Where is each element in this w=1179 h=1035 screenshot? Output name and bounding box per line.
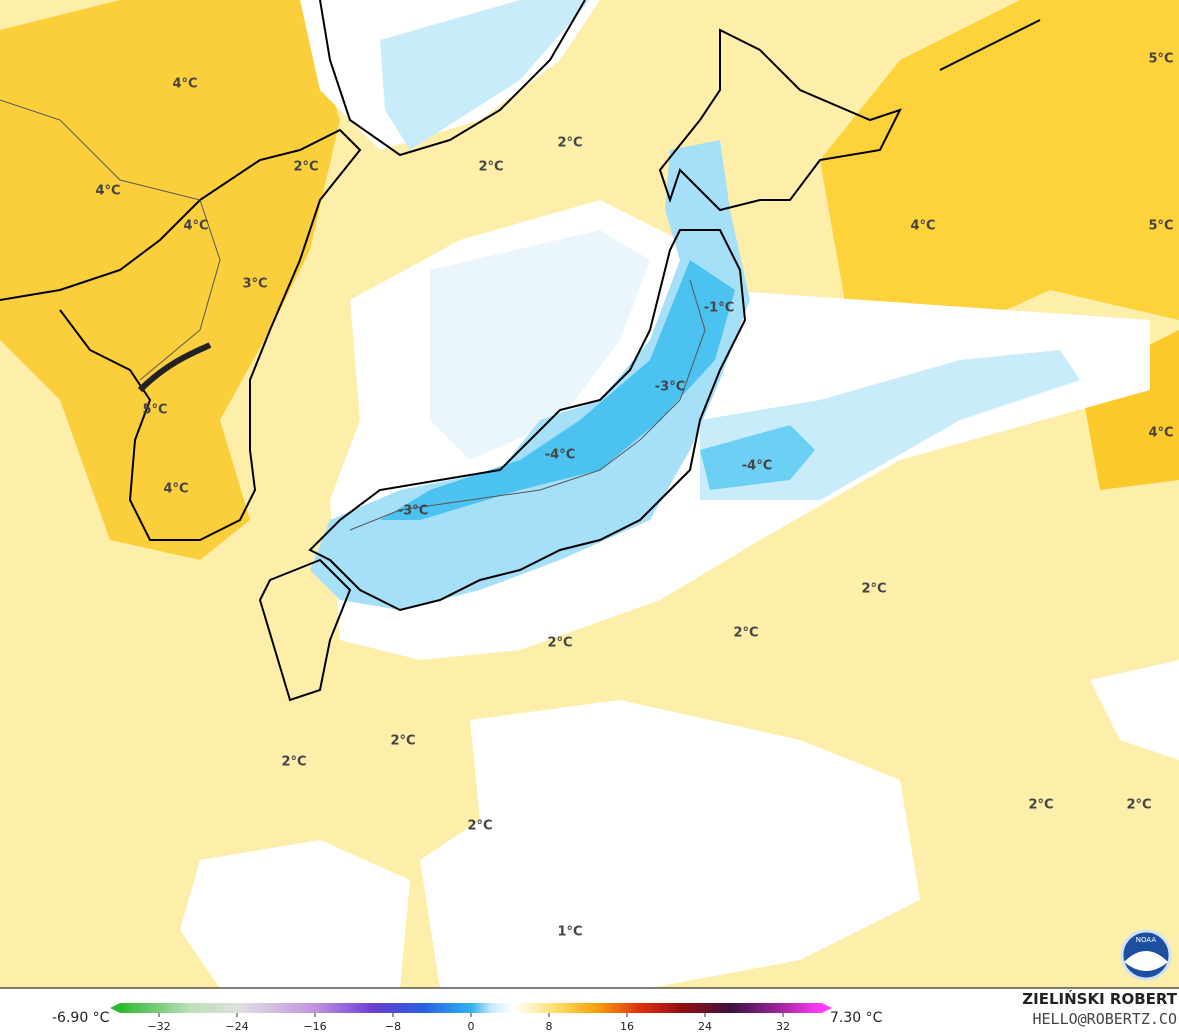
colorbar-tick-label: 24: [698, 1020, 712, 1033]
contour-label: 5°C: [1148, 52, 1173, 67]
warm-region: [820, 0, 1179, 340]
logo-text: NOAA: [1136, 936, 1157, 944]
contour-label: 2°C: [478, 160, 503, 175]
contour-label: 2°C: [547, 636, 572, 651]
colorbar-ramp: [120, 1003, 822, 1013]
cool-region: [380, 0, 590, 150]
border: [349, 279, 706, 531]
colorbar-tick-label: −8: [385, 1020, 401, 1033]
contour-label: 3°C: [242, 277, 267, 292]
contour-label: 2°C: [557, 136, 582, 151]
colorbar-tick-label: 8: [546, 1020, 553, 1033]
contour-label: 2°C: [1028, 798, 1053, 813]
colorbar-end: [110, 1003, 120, 1013]
colorbar-end: [822, 1003, 832, 1013]
cool-region: [430, 230, 650, 460]
contour-label: 2°C: [1126, 798, 1151, 813]
colorbar-tick-label: 16: [620, 1020, 634, 1033]
colorbar-tick-label: 32: [776, 1020, 790, 1033]
contour-label: 4°C: [95, 184, 120, 199]
cold-region: [700, 425, 815, 490]
colorbar-max: 7.30 °C: [830, 1010, 883, 1026]
cold-region: [380, 260, 735, 520]
coastline: [258, 558, 352, 702]
contour-label: 2°C: [293, 160, 318, 175]
contour-label: -4°C: [545, 448, 575, 463]
contour-label: -1°C: [704, 301, 734, 316]
contour-label: 4°C: [1148, 426, 1173, 441]
contour-label: 4°C: [183, 219, 208, 234]
contour-label: 5°C: [142, 403, 167, 418]
map: 4°C 4°C 4°C 3°C 2°C 2°C 2°C 5°C 4°C 5°C …: [0, 0, 1179, 988]
contour-label: 2°C: [861, 582, 886, 597]
contour-label: 2°C: [733, 626, 758, 641]
contour-label: -4°C: [742, 459, 772, 474]
coastline: [939, 19, 1041, 71]
contact: HELLO@ROBERTZ.CO: [1033, 1010, 1178, 1028]
logo-wave: [1124, 951, 1168, 971]
contour-label: -3°C: [398, 504, 428, 519]
contour-label: 2°C: [467, 819, 492, 834]
coastline: [319, 0, 586, 157]
contour-label: 5°C: [1148, 219, 1173, 234]
coastline: [0, 128, 362, 541]
contour-label: 4°C: [172, 77, 197, 92]
coastline: [308, 229, 747, 612]
contour-label: 2°C: [281, 755, 306, 770]
neutral-region: [420, 700, 920, 988]
contour-label: -3°C: [655, 380, 685, 395]
contour-label: 1°C: [557, 925, 582, 940]
warm-region: [0, 0, 340, 560]
colorbar-min: -6.90 °C: [52, 1010, 110, 1026]
colorbar-tick-label: −16: [303, 1020, 326, 1033]
colorbar-tick-label: 0: [468, 1020, 475, 1033]
border: [0, 99, 221, 381]
contour-label: 2°C: [390, 734, 415, 749]
cool-region: [310, 140, 750, 610]
colorbar-tick-label: −24: [225, 1020, 248, 1033]
contour-label: 4°C: [163, 482, 188, 497]
border: [137, 342, 212, 393]
coastline: [658, 28, 902, 212]
contour-label: 4°C: [910, 219, 935, 234]
neutral-region: [1090, 660, 1179, 760]
neutral-region: [180, 840, 410, 988]
author: ZIELIŃSKI ROBERT: [1022, 989, 1177, 1008]
colorbar-tick-label: −32: [147, 1020, 170, 1033]
colorbar: -6.90 °C 7.30 °C −32 −24 −16 −8 0 8 16 24 32: [52, 1003, 883, 1033]
